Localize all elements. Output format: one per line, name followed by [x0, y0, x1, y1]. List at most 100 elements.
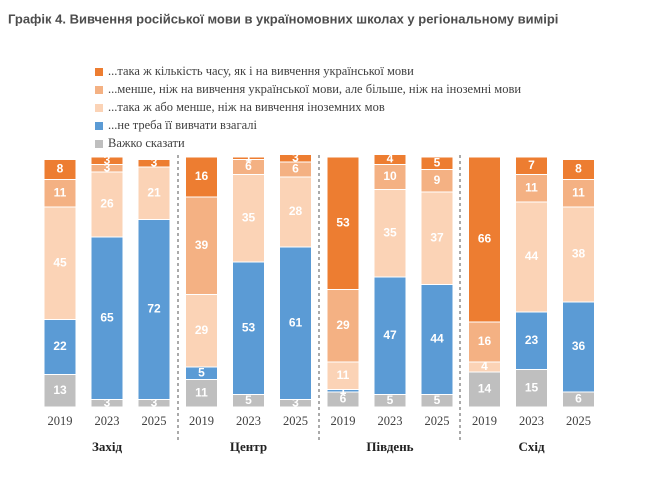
x-tick-label: 2023 — [236, 414, 261, 428]
group-label: Центр — [230, 439, 267, 454]
group-label: Південь — [366, 439, 413, 454]
value-label: 28 — [289, 204, 303, 218]
bar-segment — [373, 164, 407, 190]
value-label: 53 — [336, 215, 350, 229]
value-label: 16 — [478, 334, 492, 348]
value-label: 11 — [195, 385, 208, 399]
value-label: 53 — [242, 320, 256, 334]
value-label: 44 — [525, 249, 539, 263]
value-label: 6 — [245, 159, 252, 173]
bar-segment — [279, 154, 312, 163]
value-label: 61 — [289, 315, 303, 329]
x-tick-label: 2023 — [378, 414, 403, 428]
value-label: 5 — [434, 155, 441, 169]
value-label: 8 — [575, 162, 582, 176]
bar-segment — [373, 276, 407, 395]
bar-segment — [468, 156, 501, 323]
value-label: 5 — [387, 393, 394, 407]
x-tick-label: 2019 — [48, 414, 73, 428]
separators — [177, 155, 461, 442]
bar-segment — [562, 206, 595, 303]
value-label: 8 — [57, 162, 64, 176]
legend-label: Важко сказати — [108, 136, 185, 150]
value-label: 39 — [195, 238, 209, 252]
value-label: 45 — [53, 255, 67, 269]
bar-segment — [468, 321, 501, 363]
value-label: 13 — [53, 383, 67, 397]
value-label: 3 — [292, 150, 299, 164]
value-label: 11 — [337, 368, 350, 382]
value-label: 9 — [434, 173, 441, 187]
x-tick-label: 2019 — [331, 414, 356, 428]
x-tick-label: 2025 — [566, 414, 591, 428]
value-label: 38 — [572, 247, 586, 261]
bar-segment — [515, 311, 548, 370]
value-label: 11 — [525, 180, 538, 194]
bar-segment — [137, 219, 171, 400]
bar-segment — [468, 371, 501, 408]
value-label: 26 — [100, 197, 114, 211]
value-label: 35 — [242, 210, 256, 224]
value-label: 11 — [54, 185, 67, 199]
legend-label: ...не треба її вивчати взагалі — [108, 118, 257, 132]
x-tick-label: 2019 — [189, 414, 214, 428]
value-label: 65 — [100, 310, 114, 324]
value-label: 11 — [572, 185, 585, 199]
value-label: 6 — [575, 392, 582, 406]
value-label: 3 — [151, 155, 158, 169]
bar-segment — [279, 246, 312, 400]
x-tick-label: 2023 — [95, 414, 120, 428]
bar-segment — [279, 176, 312, 248]
value-label: 1 — [245, 150, 252, 164]
bar-segment — [185, 379, 218, 408]
x-tick-label: 2019 — [472, 414, 497, 428]
legend-label: ...менше, ніж на вивчення української мо… — [108, 82, 521, 96]
value-label: 6 — [340, 392, 347, 406]
value-label: 15 — [525, 380, 539, 394]
value-label: 23 — [525, 333, 539, 347]
value-label: 72 — [147, 302, 161, 316]
bar-segment — [232, 174, 265, 263]
bar-segment — [90, 156, 124, 165]
bar-segment — [326, 289, 360, 363]
value-label: 35 — [383, 225, 397, 239]
value-label: 5 — [198, 365, 205, 379]
legend-label: ...така ж або менше, ніж на вивчення іно… — [108, 100, 385, 114]
value-label: 21 — [147, 185, 161, 199]
value-label: 16 — [195, 169, 209, 183]
value-label: 66 — [478, 232, 492, 246]
bar-segment — [185, 196, 218, 295]
bar-segment — [373, 154, 407, 165]
value-label: 7 — [528, 158, 535, 172]
value-label: 3 — [104, 160, 111, 174]
bar-segment — [43, 319, 77, 375]
bar-segment — [43, 374, 77, 408]
value-label: 5 — [434, 393, 441, 407]
group-label: Захід — [92, 439, 122, 454]
value-label: 22 — [53, 339, 67, 353]
x-tick-label: 2025 — [425, 414, 450, 428]
legend-swatch — [95, 122, 103, 130]
bar-segment — [137, 159, 171, 168]
value-label: 29 — [336, 318, 350, 332]
bar-segment — [326, 156, 360, 290]
value-label: 5 — [245, 393, 252, 407]
bar-segment — [562, 179, 595, 208]
x-tick-label: 2025 — [142, 414, 167, 428]
bar-segment — [232, 261, 265, 395]
value-label: 3 — [104, 153, 111, 167]
bar-segment — [420, 156, 454, 170]
value-label: 4 — [387, 152, 394, 166]
bar-segment — [515, 174, 548, 203]
group-label: Схід — [518, 439, 545, 454]
legend-swatch — [95, 104, 103, 112]
chart-title: Графік 4. Вивчення російської мови в укр… — [8, 11, 558, 26]
value-label: 44 — [430, 332, 444, 346]
legend-swatch — [95, 86, 103, 94]
x-tick-label: 2025 — [283, 414, 308, 428]
bar-segment — [562, 159, 595, 180]
value-label: 37 — [430, 230, 444, 244]
value-label: 3 — [104, 395, 111, 409]
